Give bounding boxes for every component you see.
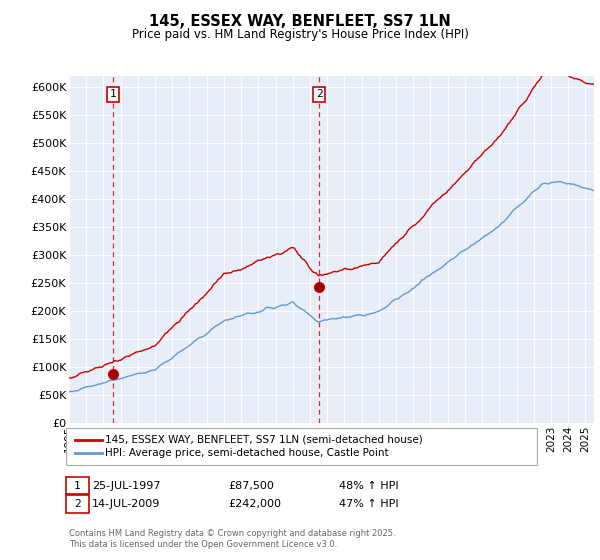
Text: 47% ↑ HPI: 47% ↑ HPI (339, 499, 398, 509)
Text: 25-JUL-1997: 25-JUL-1997 (92, 480, 160, 491)
Text: 1: 1 (74, 480, 81, 491)
Text: 2: 2 (74, 499, 81, 509)
Text: HPI: Average price, semi-detached house, Castle Point: HPI: Average price, semi-detached house,… (105, 449, 389, 459)
Text: 145, ESSEX WAY, BENFLEET, SS7 1LN: 145, ESSEX WAY, BENFLEET, SS7 1LN (149, 14, 451, 29)
Text: 14-JUL-2009: 14-JUL-2009 (92, 499, 160, 509)
Text: 1: 1 (110, 90, 116, 100)
Text: Price paid vs. HM Land Registry's House Price Index (HPI): Price paid vs. HM Land Registry's House … (131, 28, 469, 41)
Text: 2: 2 (316, 90, 323, 100)
Text: £87,500: £87,500 (228, 480, 274, 491)
Text: 145, ESSEX WAY, BENFLEET, SS7 1LN (semi-detached house): 145, ESSEX WAY, BENFLEET, SS7 1LN (semi-… (105, 435, 423, 445)
Text: £242,000: £242,000 (228, 499, 281, 509)
Text: 48% ↑ HPI: 48% ↑ HPI (339, 480, 398, 491)
Text: Contains HM Land Registry data © Crown copyright and database right 2025.
This d: Contains HM Land Registry data © Crown c… (69, 529, 395, 549)
